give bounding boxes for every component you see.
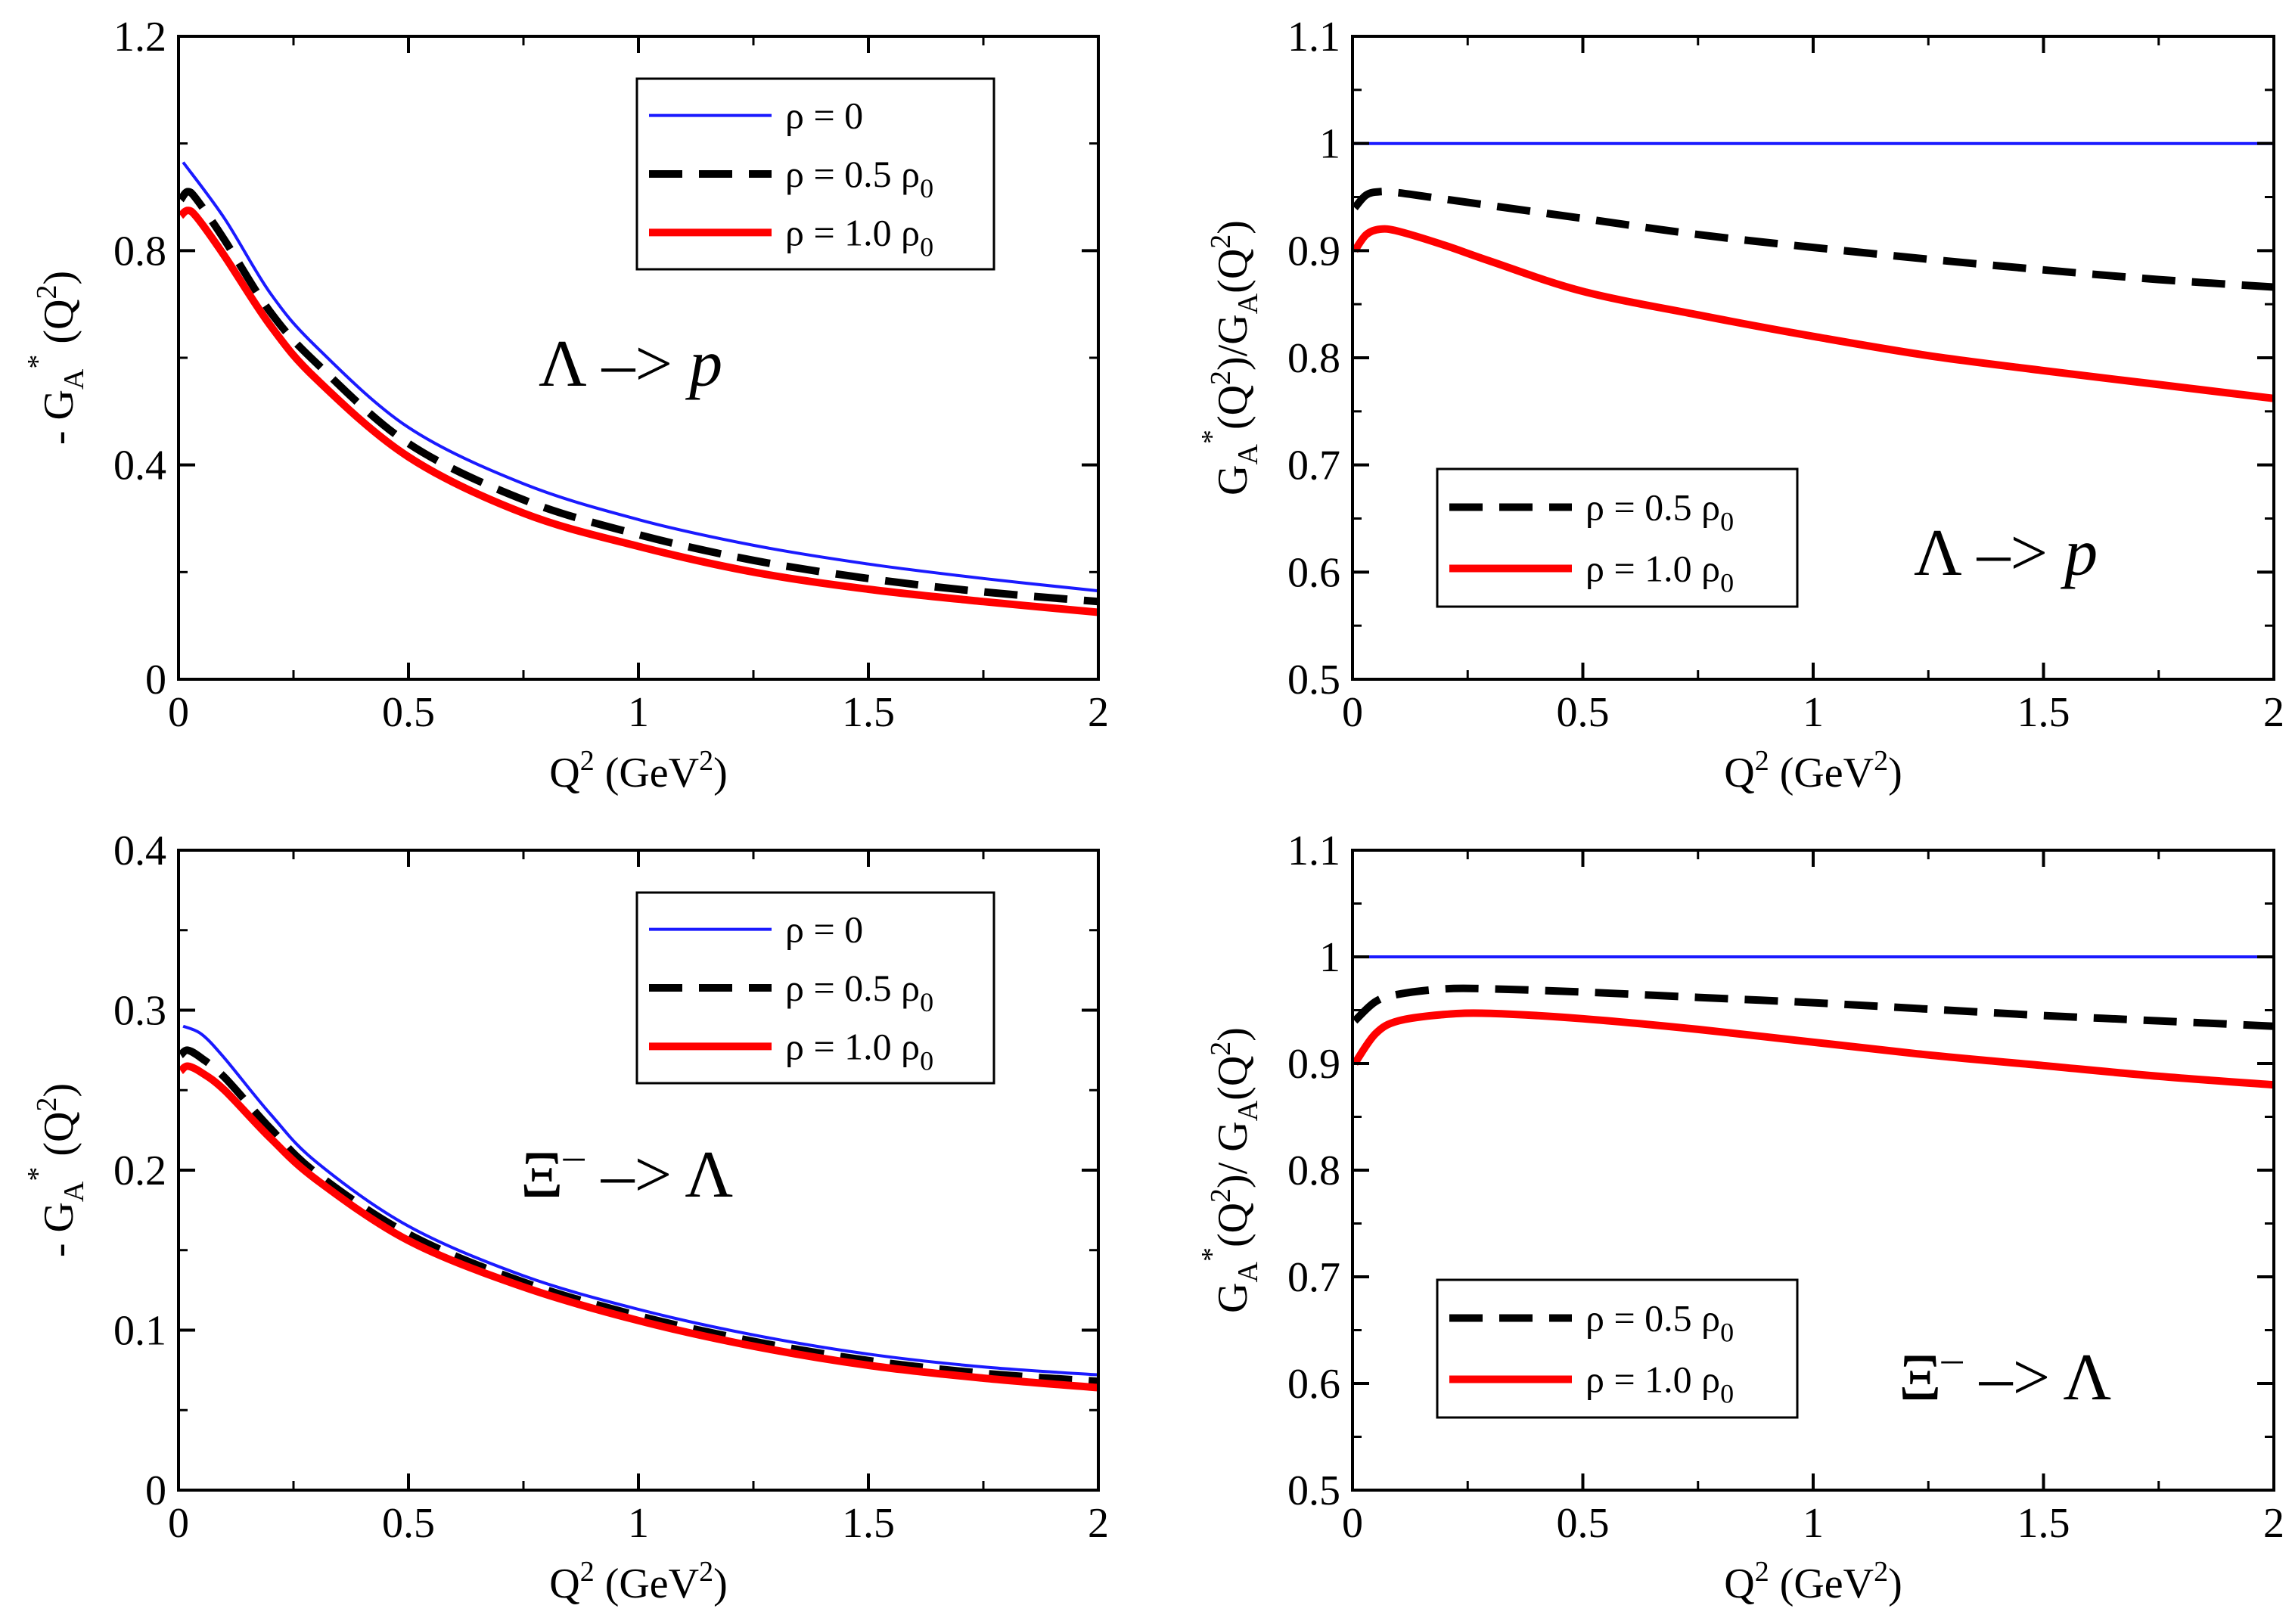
legend-label: ρ = 1.0 ρ0 [785, 211, 933, 262]
x-tick-label: 1 [1803, 689, 1824, 736]
series-line-black [1353, 188, 2274, 291]
reaction-annotation: Λ –> p [539, 328, 722, 401]
x-tick-label: 2 [2263, 1500, 2284, 1547]
legend: ρ = 0.5 ρ0 ρ = 1.0 ρ0 [1436, 467, 1799, 608]
x-tick-label: 1.5 [842, 689, 895, 736]
y-axis-label: - GA* (Q2) [22, 1083, 90, 1257]
x-tick-label: 0 [1342, 1500, 1363, 1547]
series-line-black [179, 1046, 1098, 1386]
x-tick-label: 0 [168, 1500, 189, 1547]
series-line-black [179, 188, 1098, 606]
x-axis-label: Q2 (GeV2) [1724, 1556, 1902, 1607]
x-tick-label: 1.5 [2017, 689, 2070, 736]
x-tick-label: 1 [628, 1500, 649, 1547]
legend: ρ = 0 ρ = 0.5 ρ0 ρ = 1.0 ρ0 [635, 891, 995, 1085]
y-tick-label: 0.8 [1287, 1147, 1340, 1194]
y-tick-label: 0.7 [1287, 442, 1340, 489]
y-tick-label: 1.1 [1287, 828, 1340, 874]
x-tick-label: 0.5 [1557, 1500, 1610, 1547]
y-tick-label: 0.7 [1287, 1254, 1340, 1301]
x-tick-label: 1.5 [2017, 1500, 2070, 1547]
legend-box [635, 891, 995, 1085]
x-tick-label: 1.5 [842, 1500, 895, 1547]
x-axis-label: Q2 (GeV2) [549, 1556, 728, 1607]
x-axis-label: Q2 (GeV2) [549, 745, 728, 796]
y-tick-label: 1.1 [1287, 14, 1340, 61]
x-tick-label: 1 [1803, 1500, 1824, 1547]
y-axis-label: GA*(Q2)/ GA(Q2) [1196, 1027, 1264, 1313]
x-tick-label: 1 [628, 689, 649, 736]
reaction-annotation: Ξ– –> Λ [1899, 1335, 2111, 1414]
y-tick-label: 0.1 [113, 1308, 166, 1355]
y-tick-label: 0.9 [1287, 228, 1340, 275]
series-line-blue [182, 1024, 1098, 1377]
y-tick-label: 0 [145, 1467, 166, 1514]
series-line-blue [182, 161, 1098, 593]
x-tick-label: 2 [1088, 689, 1109, 736]
legend-box [1436, 1278, 1799, 1419]
y-tick-label: 1 [1319, 934, 1340, 981]
legend-box [1436, 467, 1799, 608]
panel-bottom-right: 0 0.5 1 1.5 20.50.60.70.80.911.1Q2 (GeV2)GA*… [1196, 828, 2284, 1607]
legend-label: ρ = 0.5 ρ0 [785, 153, 933, 203]
x-tick-label: 0 [1342, 689, 1363, 736]
y-tick-label: 0.8 [113, 228, 166, 275]
y-tick-label: 0.9 [1287, 1041, 1340, 1088]
series-line-red [1353, 1009, 2274, 1089]
y-tick-label: 0.6 [1287, 1361, 1340, 1408]
legend-label: ρ = 1.0 ρ0 [1585, 548, 1734, 598]
y-tick-label: 0.4 [113, 828, 166, 874]
reaction-annotation: Ξ– –> Λ [520, 1132, 733, 1212]
legend-label: ρ = 1.0 ρ0 [785, 1025, 933, 1076]
x-tick-label: 0.5 [382, 1500, 435, 1547]
y-tick-label: 0.3 [113, 988, 166, 1035]
y-tick-label: 0 [145, 657, 166, 703]
legend: ρ = 0 ρ = 0.5 ρ0 ρ = 1.0 ρ0 [635, 77, 995, 271]
reaction-annotation: Λ –> p [1914, 517, 2098, 590]
panel-bottom-left: 0 0.5 1 1.5 2 0 0.1 0.2 0.3 0.4 Q2 (GeV2) - GA* (Q2… [22, 828, 1109, 1607]
y-tick-label: 0.6 [1287, 549, 1340, 596]
y-tick-label: 1.2 [113, 14, 166, 61]
series-line-red [1353, 225, 2274, 402]
y-tick-label: 0.5 [1287, 1467, 1340, 1514]
panel-top-left: 0 0.5 1 1.5 2 0 0.4 0.8 1.2 Q2 (GeV2) - GA* (Q2) Λ … [22, 14, 1109, 796]
legend-label: ρ = 0 [785, 95, 863, 137]
series-group [179, 1024, 1098, 1392]
legend: ρ = 0.5 ρ0 ρ = 1.0 ρ0 [1436, 1278, 1799, 1419]
y-tick-label: 0.5 [1287, 657, 1340, 703]
x-tick-label: 0.5 [382, 689, 435, 736]
y-tick-label: 0.8 [1287, 335, 1340, 382]
y-tick-label: 0.2 [113, 1147, 166, 1194]
panel-top-right: 0 0.5 1 1.5 20.50.60.70.80.911.1Q2 (GeV2)GA*… [1196, 14, 2284, 796]
x-tick-label: 2 [1088, 1500, 1109, 1547]
x-axis-label: Q2 (GeV2) [1724, 745, 1902, 796]
series-group [179, 161, 1098, 616]
legend-label: ρ = 0.5 ρ0 [1585, 486, 1734, 537]
x-tick-label: 2 [2263, 689, 2284, 736]
y-axis-label: - GA* (Q2) [22, 271, 90, 445]
legend-label: ρ = 0.5 ρ0 [1585, 1297, 1734, 1348]
legend-box [635, 77, 995, 271]
legend-label: ρ = 1.0 ρ0 [1585, 1359, 1734, 1409]
x-tick-label: 0 [168, 689, 189, 736]
y-tick-label: 0.4 [113, 442, 166, 489]
series-group [1353, 955, 2274, 1089]
y-axis-label: GA*(Q2)/GA(Q2) [1196, 220, 1264, 495]
x-tick-label: 0.5 [1557, 689, 1610, 736]
legend-label: ρ = 0 [785, 908, 863, 951]
series-group [1353, 141, 2274, 402]
legend-label: ρ = 0.5 ρ0 [785, 967, 933, 1017]
series-line-red [179, 1062, 1098, 1392]
series-line-red [179, 206, 1098, 616]
series-line-black [1353, 984, 2274, 1030]
y-tick-label: 1 [1319, 121, 1340, 168]
